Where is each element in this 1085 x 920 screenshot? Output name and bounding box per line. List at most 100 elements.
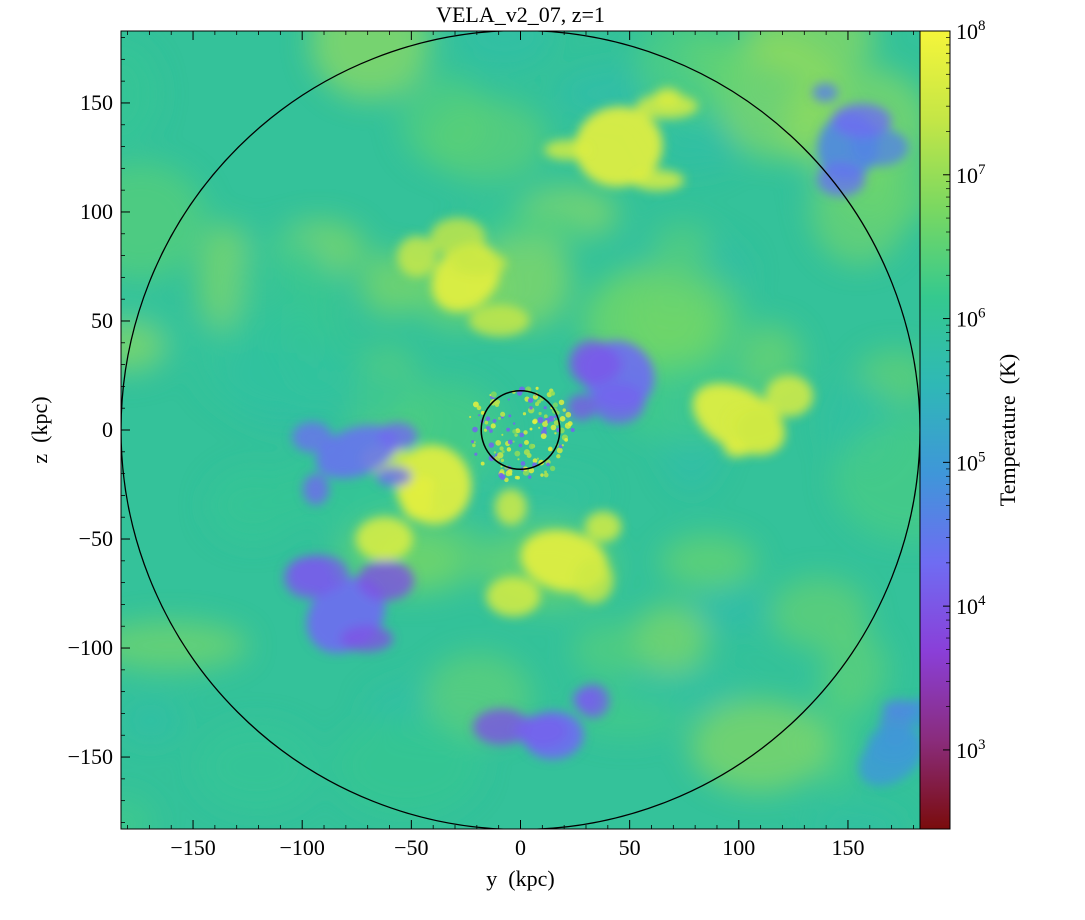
core-speckle xyxy=(528,467,535,474)
feature-hot-outflow-north-lobe xyxy=(468,304,530,337)
core-speckle xyxy=(548,415,555,422)
core-speckle xyxy=(512,429,517,434)
field-patch xyxy=(457,31,553,69)
core-speckle xyxy=(544,470,547,474)
core-speckle xyxy=(529,406,533,410)
core-speckle xyxy=(472,443,476,448)
field-patch xyxy=(822,629,888,711)
core-speckle xyxy=(535,401,538,404)
core-speckle xyxy=(512,422,516,425)
field-patch xyxy=(690,587,768,631)
core-speckle xyxy=(542,426,547,431)
core-speckle xyxy=(540,473,544,477)
feature-cold-stream-east-lobe xyxy=(575,346,623,383)
feature-hot-outflow-south-lobe xyxy=(486,576,541,617)
feature-cold-corner-northeast-lobe xyxy=(831,103,892,139)
core-speckle xyxy=(500,465,503,468)
core-speckle xyxy=(559,415,566,422)
core-speckle xyxy=(492,419,497,423)
field-patch xyxy=(333,715,481,816)
y-axis: −150 −100 −50 0 50 100 150 xyxy=(68,37,130,823)
y-tick-label: 150 xyxy=(80,90,113,115)
core-speckle xyxy=(529,427,533,431)
y-tick-label: −50 xyxy=(79,526,113,551)
colorbar-tick-label: 107 xyxy=(956,162,986,188)
feature-hot-outflow-north-lobe xyxy=(450,251,508,276)
core-speckle xyxy=(483,428,488,432)
field-patch xyxy=(572,621,650,678)
core-speckle xyxy=(472,401,479,408)
field-patch xyxy=(689,699,828,793)
colorbar-label: Temperature (K) xyxy=(995,354,1020,506)
core-speckle xyxy=(474,452,478,456)
core-speckle xyxy=(506,447,512,452)
x-tick-label: 50 xyxy=(619,835,641,860)
feature-hot-outflow-north-lobe xyxy=(429,217,486,258)
feature-hot-outflow-north-lobe xyxy=(396,235,438,278)
core-speckle xyxy=(471,440,475,444)
core-speckle xyxy=(528,443,535,450)
x-tick-label: −50 xyxy=(394,835,428,860)
y-tick-label: 50 xyxy=(91,308,113,333)
feature-hot-outflow-north-upper xyxy=(574,106,663,187)
feature-cold-filament-west-lobe xyxy=(292,421,333,453)
y-tick-label: −150 xyxy=(68,744,113,769)
feature-cold-corner-northeast-lobe xyxy=(812,82,838,103)
core-speckle xyxy=(501,433,504,436)
core-speckle xyxy=(476,405,482,411)
core-speckle xyxy=(567,421,573,427)
core-speckle xyxy=(570,428,575,432)
field-patch xyxy=(452,472,603,514)
core-speckle xyxy=(553,420,560,426)
x-tick-label: 150 xyxy=(831,835,864,860)
core-speckle xyxy=(554,415,558,418)
feature-cold-stream-southwest-lobe xyxy=(357,560,415,601)
feature-hot-outflow-south-lobe xyxy=(494,488,527,526)
core-speckle xyxy=(564,438,568,442)
field-patch xyxy=(659,534,757,589)
core-speckle xyxy=(495,439,502,446)
core-speckle xyxy=(520,461,526,466)
core-speckle xyxy=(518,443,523,448)
core-speckle xyxy=(507,439,513,445)
core-speckle xyxy=(517,458,520,461)
field-patch xyxy=(121,43,158,146)
core-speckle xyxy=(485,416,491,421)
field-patch xyxy=(620,670,740,708)
core-speckle xyxy=(514,433,518,437)
core-speckle xyxy=(537,399,541,404)
core-speckle xyxy=(480,461,485,466)
core-speckle xyxy=(540,433,547,440)
field-patch xyxy=(832,417,920,542)
feature-cold-stream-southwest-lobe xyxy=(340,625,393,652)
core-speckle xyxy=(532,394,539,400)
core-speckle xyxy=(562,408,566,412)
y-axis-label: z (kpc) xyxy=(27,396,52,463)
field-patch xyxy=(121,698,182,743)
core-speckle xyxy=(499,474,506,480)
x-tick-label: 100 xyxy=(722,835,755,860)
core-speckle xyxy=(495,399,501,405)
core-speckle xyxy=(490,391,497,398)
feature-cold-corner-northeast-lobe xyxy=(816,162,866,197)
x-tick-label: 0 xyxy=(515,835,526,860)
colorbar-tick-label: 104 xyxy=(956,593,986,619)
feature-cold-filament-west-lobe xyxy=(375,466,412,487)
core-speckle xyxy=(488,442,495,448)
core-speckle xyxy=(473,441,476,444)
core-speckle xyxy=(543,406,547,410)
core-speckle xyxy=(472,426,478,433)
core-speckle xyxy=(556,447,563,454)
core-speckle xyxy=(485,425,491,431)
core-speckle xyxy=(538,426,541,429)
core-speckle xyxy=(537,417,544,424)
colorbar-ticks: 108 107 106 105 104 103 xyxy=(943,18,986,763)
field-patch xyxy=(310,31,430,100)
y-tick-label: 0 xyxy=(102,417,113,442)
feature-hot-outflow-east-lobe xyxy=(765,375,814,417)
core-speckle xyxy=(512,440,515,443)
core-speckle xyxy=(505,470,512,477)
y-tick-label: −100 xyxy=(68,635,113,660)
feature-hot-outflow-southwest-lobe xyxy=(401,483,434,520)
